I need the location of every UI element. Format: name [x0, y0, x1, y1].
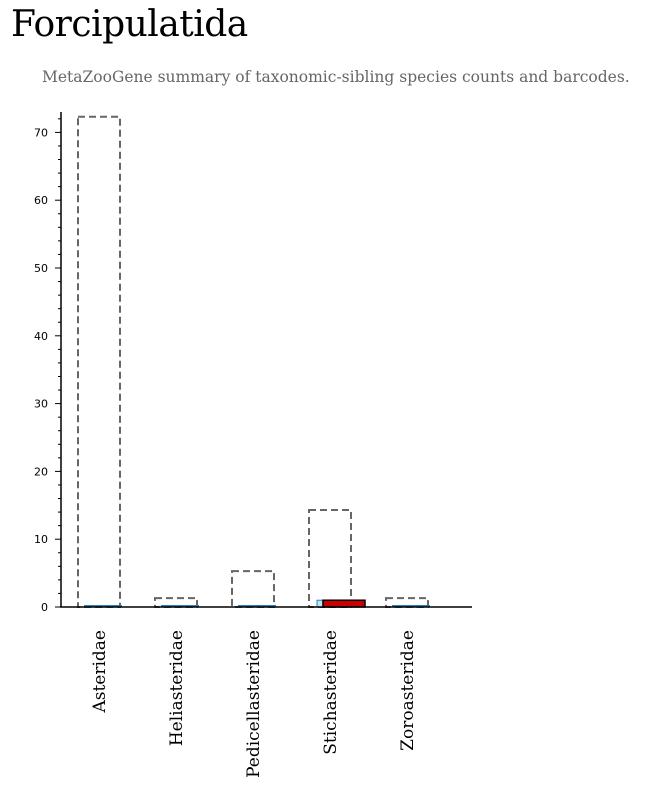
red-bar-series: [322, 599, 366, 608]
x-label-stichasteridae: Stichasteridae: [321, 630, 341, 755]
y-tick-label: 20: [34, 465, 48, 478]
bar-outline-asteridae: [77, 115, 121, 608]
y-tick-label: 50: [34, 262, 48, 275]
y-tick-label: 40: [34, 330, 48, 343]
x-label-asteridae: Asteridae: [90, 630, 110, 714]
x-label-zoroasteridae: Zoroasteridae: [398, 630, 418, 751]
bar-red-stichasteridae: [322, 599, 366, 608]
y-tick-label: 60: [34, 194, 48, 207]
page-subtitle: MetaZooGene summary of taxonomic-sibling…: [42, 68, 630, 86]
page-title: Forcipulatida: [11, 4, 248, 45]
dashed-bar-series: [77, 115, 429, 608]
y-tick-label: 0: [41, 601, 48, 614]
y-tick-label: 30: [34, 398, 48, 411]
x-label-pedicellasteridae: Pedicellasteridae: [244, 630, 264, 778]
bar-outline-pedicellasteridae: [231, 570, 275, 608]
y-axis-ticks: 0 10 20 30 40 50 60 70: [34, 118, 61, 614]
y-tick-label: 10: [34, 533, 48, 546]
x-axis-labels: Asteridae Heliasteridae Pedicellasteridae S…: [90, 630, 418, 778]
chart-axes: [60, 112, 472, 608]
x-label-heliasteridae: Heliasteridae: [167, 630, 187, 746]
y-tick-label: 70: [34, 126, 48, 139]
blue-bar-series: [84, 599, 430, 608]
bar-outline-stichasteridae: [308, 509, 352, 608]
